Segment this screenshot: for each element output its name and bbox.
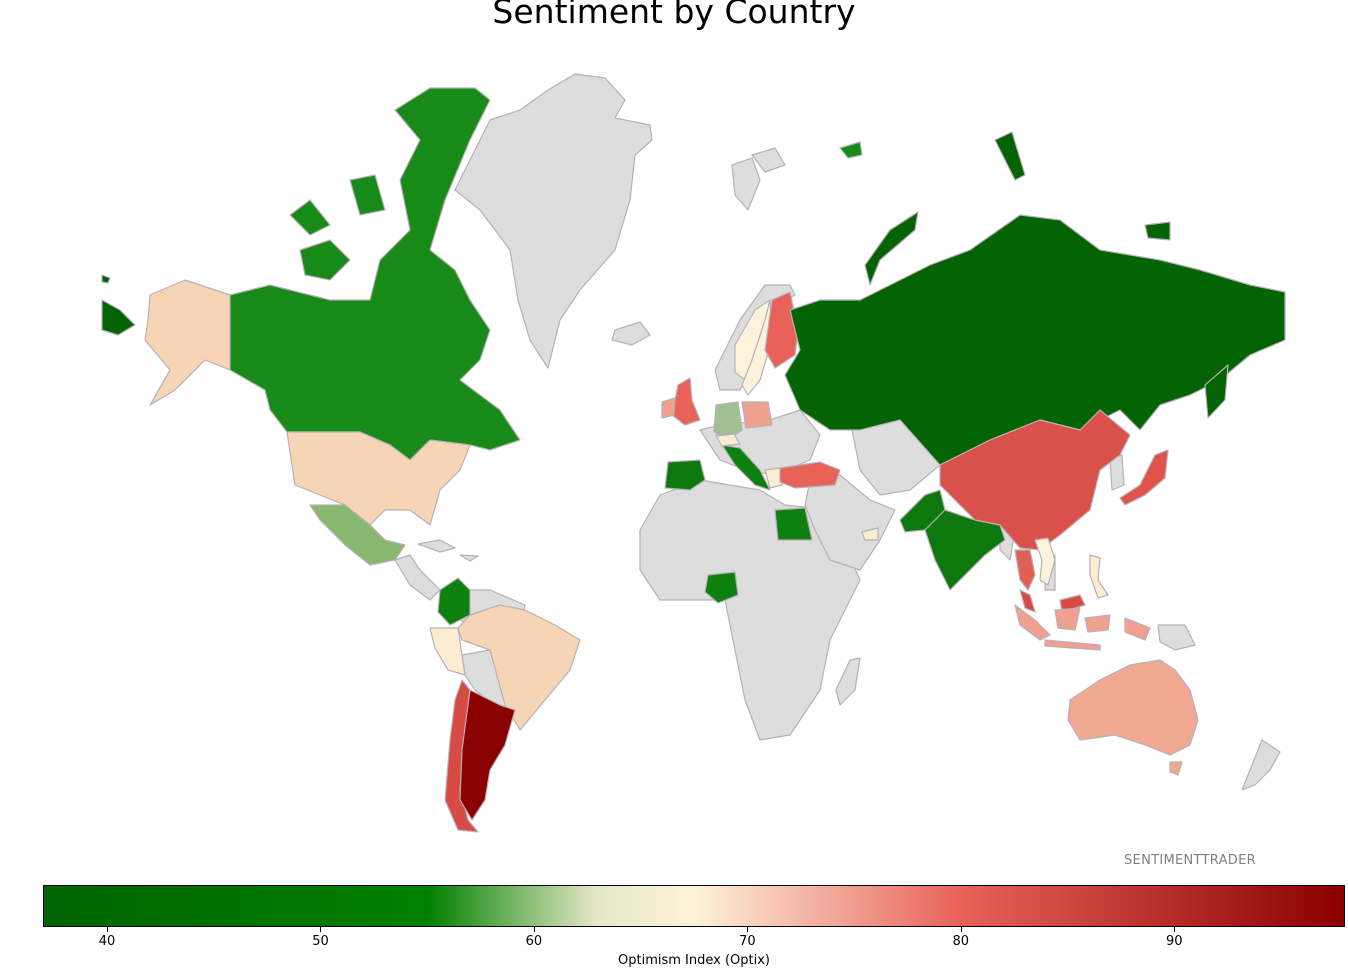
- svalbard-shape: [731, 147, 786, 211]
- country-colombia[interactable]: [437, 577, 471, 626]
- new-guinea-shape: [1157, 624, 1196, 651]
- country-peru[interactable]: [429, 627, 466, 676]
- colorbar-tick: [1174, 927, 1176, 932]
- country-united-states[interactable]: [286, 431, 471, 526]
- colorbar-tick-label: 80: [952, 934, 970, 949]
- central-america-shape: [394, 554, 441, 601]
- colorbar-tick: [747, 927, 749, 932]
- greenland-shape: [454, 73, 653, 369]
- country-australia[interactable]: [1067, 659, 1199, 776]
- country-brazil[interactable]: [457, 604, 581, 731]
- colorbar-tick-label: 40: [98, 934, 116, 949]
- colorbar-tick: [960, 927, 962, 932]
- middle-east-shape: [804, 474, 896, 571]
- country-indonesia[interactable]: [1014, 604, 1151, 651]
- country-nigeria[interactable]: [704, 571, 739, 604]
- colorbar-tick-label: 50: [312, 934, 329, 949]
- colorbar-gradient: [44, 886, 1344, 926]
- colorbar-tick: [533, 927, 535, 932]
- country-malaysia[interactable]: [1019, 589, 1086, 613]
- colorbar: [43, 885, 1345, 927]
- country-thailand[interactable]: [1014, 549, 1036, 591]
- country-india[interactable]: [924, 509, 1006, 591]
- country-italy[interactable]: [721, 444, 771, 491]
- country-sweden[interactable]: [741, 299, 773, 396]
- colorbar-label: Optimism Index (Optix): [618, 953, 770, 968]
- country-poland[interactable]: [741, 401, 773, 429]
- caribbean-shape: [417, 539, 479, 562]
- colorbar-tick-label: 60: [525, 934, 543, 949]
- country-greece[interactable]: [764, 467, 783, 489]
- iceland-shape: [611, 321, 651, 346]
- country-philippines[interactable]: [1089, 554, 1109, 599]
- country-spain[interactable]: [664, 459, 706, 491]
- country-russia-islands[interactable]: [864, 131, 1229, 419]
- country-ireland[interactable]: [661, 397, 676, 419]
- country-vietnam[interactable]: [1034, 537, 1056, 586]
- country-canada-islands[interactable]: [289, 141, 863, 281]
- country-uae[interactable]: [861, 527, 879, 541]
- country-argentina[interactable]: [459, 689, 516, 821]
- madagascar-shape: [835, 657, 861, 706]
- country-china[interactable]: [939, 409, 1131, 551]
- colorbar-tick-label: 70: [739, 934, 756, 949]
- watermark: SENTIMENTTRADER: [1124, 853, 1256, 868]
- country-turkey[interactable]: [779, 461, 841, 489]
- country-canada-west-edge[interactable]: [101, 274, 136, 336]
- country-japan[interactable]: [1119, 449, 1169, 506]
- world-map: [101, 73, 1286, 833]
- country-switzerland[interactable]: [715, 433, 741, 447]
- colorbar-tick: [320, 927, 322, 932]
- country-alaska[interactable]: [144, 279, 231, 406]
- africa-shape: [639, 479, 861, 741]
- country-canada[interactable]: [229, 87, 521, 461]
- chart-title: Sentiment by Country: [492, 0, 856, 31]
- colorbar-tick-label: 90: [1165, 934, 1183, 949]
- country-egypt[interactable]: [774, 507, 813, 541]
- colorbar-tick: [107, 927, 109, 932]
- country-united-kingdom[interactable]: [671, 377, 701, 426]
- country-mexico[interactable]: [309, 504, 406, 566]
- data-regions: [101, 87, 1286, 833]
- new-zealand-shape: [1241, 739, 1281, 791]
